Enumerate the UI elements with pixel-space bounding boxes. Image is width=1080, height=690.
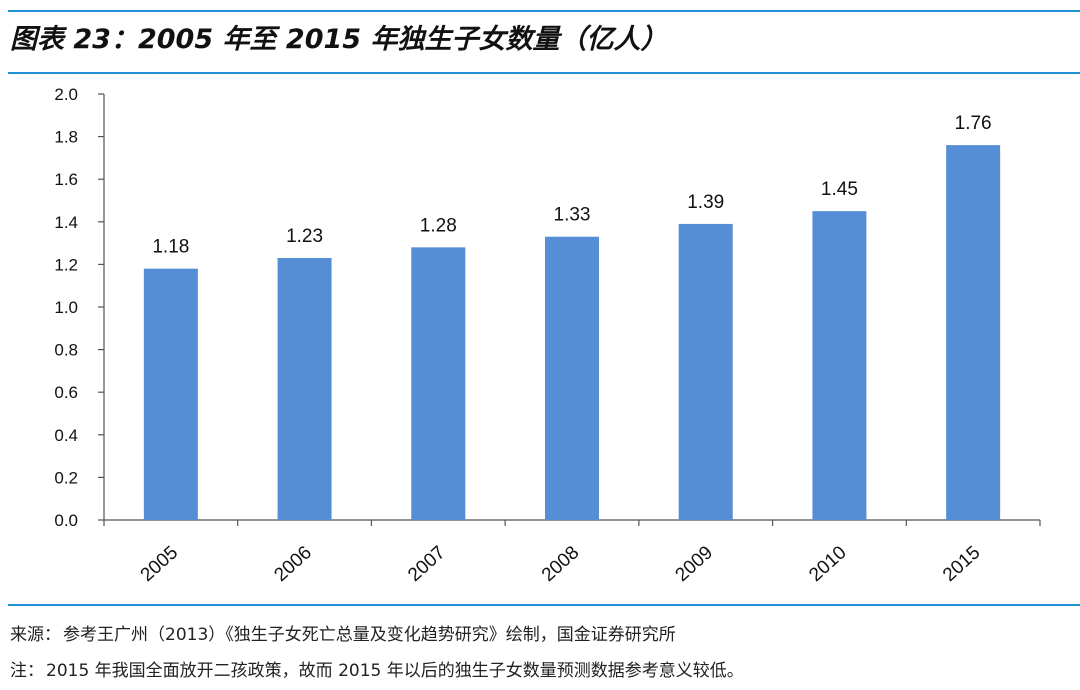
bar-2009 bbox=[678, 223, 733, 520]
bar-2006 bbox=[277, 258, 332, 520]
title-rule bbox=[8, 72, 1080, 74]
y-tick-label: 0.0 bbox=[54, 511, 78, 530]
y-tick-label: 0.2 bbox=[54, 468, 78, 487]
bar-2007 bbox=[411, 247, 466, 521]
y-tick-label: 0.8 bbox=[54, 341, 78, 360]
x-tick-label: 2008 bbox=[538, 542, 583, 586]
data-label: 1.18 bbox=[152, 237, 189, 258]
y-tick-label: 1.0 bbox=[54, 298, 78, 317]
y-tick-label: 1.6 bbox=[54, 170, 78, 189]
x-tick-label: 2006 bbox=[270, 542, 315, 586]
y-tick-label: 1.8 bbox=[54, 128, 78, 147]
bar-chart: 0.0 0.2 0.4 0.6 0.8 1.0 1.2 1.4 1.6 1.8 2.0 1.18 200… bbox=[54, 85, 1041, 586]
y-tick-label: 1.2 bbox=[54, 255, 78, 274]
data-label: 1.45 bbox=[821, 179, 858, 200]
y-tick-label: 2.0 bbox=[54, 85, 78, 104]
top-rule bbox=[8, 10, 1080, 12]
y-tick-label: 1.4 bbox=[54, 213, 78, 232]
x-tick-label: 2005 bbox=[137, 542, 182, 586]
x-tick-label: 2009 bbox=[672, 542, 717, 586]
bar-2005 bbox=[143, 268, 198, 520]
data-label: 1.23 bbox=[286, 226, 323, 247]
data-label: 1.28 bbox=[420, 215, 457, 236]
chart-title: 图表 23：2005 年至 2015 年独生子女数量（亿人） bbox=[10, 24, 668, 55]
x-tick-label: 2007 bbox=[404, 542, 449, 586]
bar-2010 bbox=[812, 211, 867, 520]
data-label: 1.33 bbox=[554, 205, 591, 226]
data-label: 1.76 bbox=[955, 113, 992, 134]
footer-rule bbox=[8, 604, 1080, 606]
source-text: 参考王广州（2013）《独生子女死亡总量及变化趋势研究》绘制，国金证券研究所 bbox=[63, 625, 676, 645]
x-tick-label: 2010 bbox=[805, 542, 850, 586]
data-label: 1.39 bbox=[687, 192, 724, 213]
y-tick-label: 0.6 bbox=[54, 383, 78, 402]
bar-2008 bbox=[545, 236, 599, 520]
bar-2015 bbox=[946, 145, 1001, 520]
remark-note: 注： 2015 年我国全面放开二孩政策，故而 2015 年以后的独生子女数量预测数… bbox=[10, 656, 744, 681]
note-label: 注： bbox=[10, 661, 44, 681]
source-label: 来源： bbox=[10, 625, 61, 645]
x-tick-label: 2015 bbox=[939, 542, 984, 586]
y-tick-label: 0.4 bbox=[54, 426, 78, 445]
source-note: 来源： 参考王广州（2013）《独生子女死亡总量及变化趋势研究》绘制，国金证券研究… bbox=[10, 620, 676, 645]
note-text: 2015 年我国全面放开二孩政策，故而 2015 年以后的独生子女数量预测数据参… bbox=[46, 661, 744, 681]
